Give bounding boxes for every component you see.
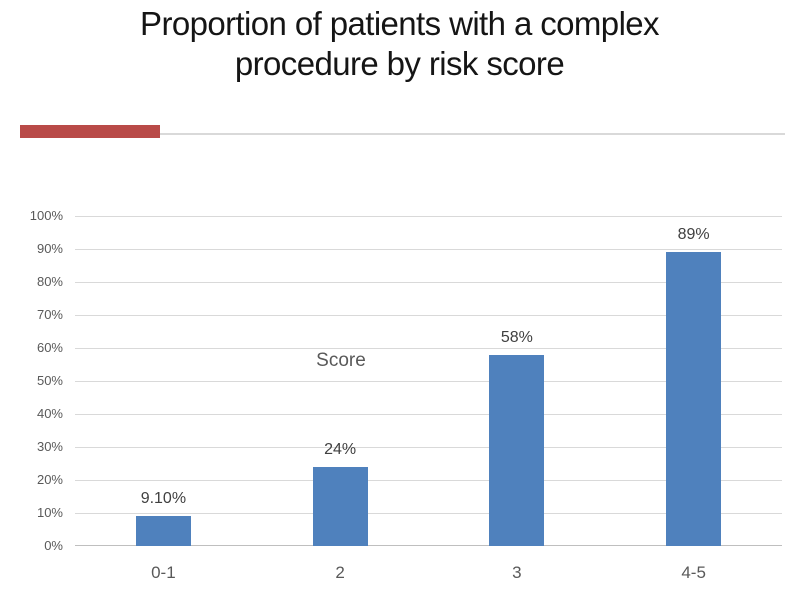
y-axis-tick-label: 30% xyxy=(36,439,63,454)
bar-3 xyxy=(489,354,545,546)
y-axis-tick-label: 10% xyxy=(36,505,63,520)
plot-area: 0% 10% 20% 30% 40% 50% 60% 70% 80% 90% 100% 9.10% 0-… xyxy=(30,208,782,582)
title-accent-bar xyxy=(20,125,160,138)
gridline xyxy=(75,348,782,349)
chart-title: Proportion of patients with a complex pr… xyxy=(140,5,660,83)
bar-value-label: 89% xyxy=(677,226,710,244)
y-axis-tick-label: 90% xyxy=(36,241,63,256)
bar-0-1 xyxy=(135,515,191,546)
y-axis-tick-label: 50% xyxy=(36,373,63,388)
gridline xyxy=(75,381,782,382)
y-axis-tick-label: 70% xyxy=(36,307,63,322)
x-axis-category-label: 0-1 xyxy=(151,563,176,582)
x-axis-line xyxy=(75,545,782,546)
x-axis-category-label: 3 xyxy=(512,563,522,582)
y-axis-tick-label: 100% xyxy=(29,208,63,223)
y-axis-tick-label: 0% xyxy=(44,538,63,553)
y-axis-tick-label: 80% xyxy=(36,274,63,289)
bar-value-label: 9.10% xyxy=(140,489,187,507)
gridline xyxy=(75,414,782,415)
gridline xyxy=(75,249,782,250)
gridline xyxy=(75,216,782,217)
bar-value-label: 58% xyxy=(500,328,533,346)
gridline xyxy=(75,282,782,283)
bar-value-label: 24% xyxy=(324,440,357,458)
y-axis-tick-label: 20% xyxy=(36,472,63,487)
gridline xyxy=(75,315,782,316)
y-axis-tick-label: 60% xyxy=(36,340,63,355)
x-axis-title: Score xyxy=(316,350,366,371)
gridline xyxy=(75,480,782,481)
gridline xyxy=(75,513,782,514)
title-divider-line xyxy=(160,133,785,135)
bar-2 xyxy=(312,466,368,546)
x-axis-category-label: 4-5 xyxy=(681,563,706,582)
bar-4-5 xyxy=(666,252,722,546)
x-axis-category-label: 2 xyxy=(335,563,345,582)
gridline xyxy=(75,447,782,448)
y-axis-tick-label: 40% xyxy=(36,406,63,421)
